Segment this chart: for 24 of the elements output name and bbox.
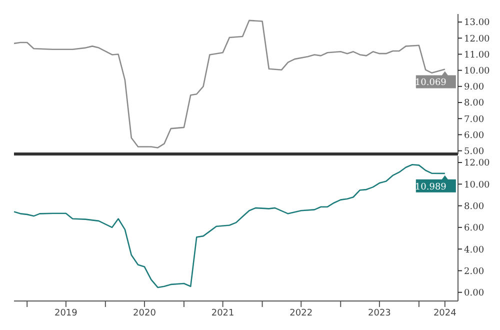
y-tick-label: 12.00 — [464, 34, 490, 44]
x-tick-label: 2024 — [433, 308, 457, 318]
y-tick-label: 5.00 — [464, 146, 484, 157]
y-tick-label: 6.00 — [464, 224, 484, 234]
x-tick-label: 2021 — [211, 308, 234, 318]
y-tick-label: 0.00 — [464, 288, 484, 299]
y-tick-label: 12.00 — [464, 158, 490, 169]
x-tick-label: 2022 — [290, 308, 313, 318]
y-tick-label: 8.00 — [464, 98, 484, 109]
y-tick-label: 7.00 — [464, 114, 484, 125]
x-tick-label: 2020 — [133, 308, 156, 318]
annotation: 10.989 — [414, 182, 447, 192]
x-tick-label: 2019 — [54, 308, 78, 318]
y-tick-label: 11.00 — [464, 50, 490, 60]
y-tick-label: 10.00 — [464, 180, 490, 190]
y-tick-label: 2.00 — [464, 266, 484, 277]
annotation: 10.069 — [414, 78, 447, 88]
y-tick-label: 9.00 — [464, 82, 484, 93]
x-tick-label: 2023 — [368, 308, 391, 318]
y-tick-label: 8.00 — [464, 202, 484, 212]
y-tick-label: 4.00 — [464, 245, 484, 256]
y-tick-label: 13.00 — [464, 18, 490, 28]
y-tick-label: 10.00 — [464, 66, 490, 77]
y-tick-label: 6.00 — [464, 130, 484, 141]
